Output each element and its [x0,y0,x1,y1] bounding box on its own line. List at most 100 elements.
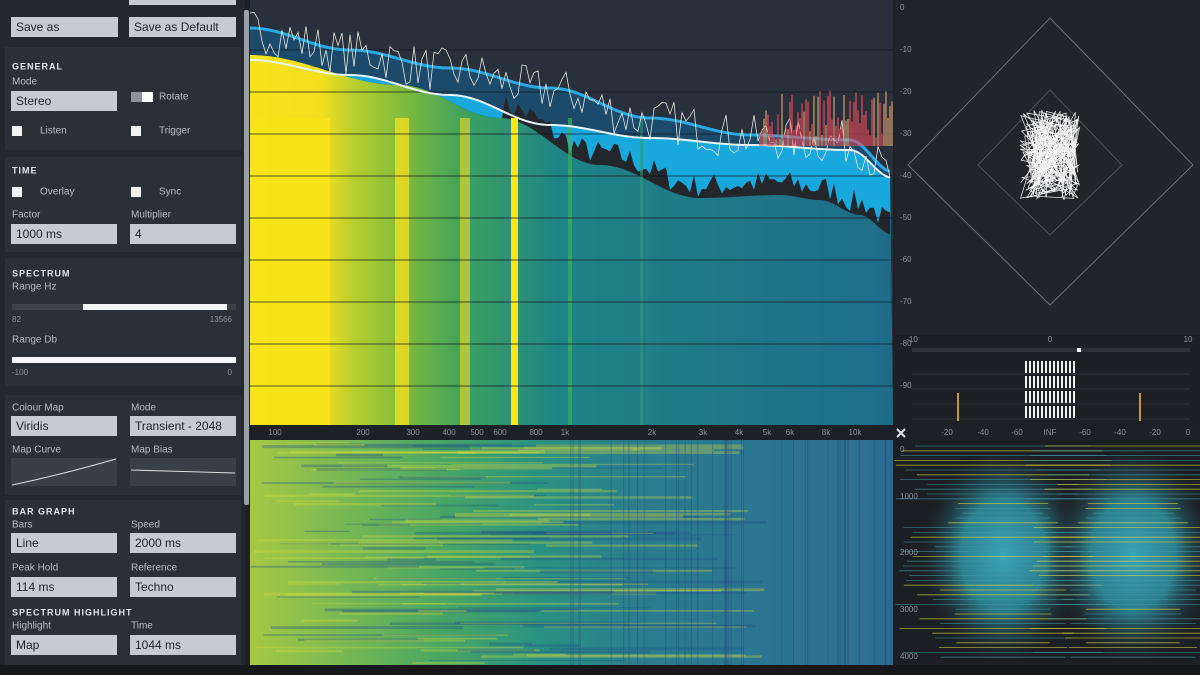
spectrogram-streak [536,488,602,491]
factor-field-field[interactable] [11,224,117,244]
meter-tick [1049,391,1051,403]
spectrogram-column [807,440,809,665]
spectrogram-streak [304,639,465,642]
footer [0,665,1200,675]
mode-select-field[interactable] [130,416,236,436]
spectrogram-streak [454,621,641,625]
meter-tick [1025,361,1027,373]
spectrogram-streak [387,558,436,561]
slider-max: 0 [228,368,233,377]
reference-select: Techno [135,580,174,594]
peak-hold-field-field[interactable] [11,577,117,597]
side-y-tick-label: 3000 [900,605,918,614]
listen-checkbox[interactable] [12,126,22,136]
meter-peak [1077,348,1081,352]
spectrogram-column [884,440,886,665]
freq-tick-label: 300 [406,428,420,437]
spectrogram [250,440,893,665]
colour-map-select: Viridis [16,419,48,433]
meter-tick [1037,406,1039,418]
freq-tick-label: 6k [786,428,795,437]
freq-tick-label: 2k [648,428,657,437]
spectrum-band [568,118,572,425]
spectrogram-streak [541,521,767,525]
button[interactable] [129,0,236,5]
meter-track [912,348,1190,352]
slider-fill[interactable] [83,304,227,310]
spectrogram-streak [344,523,482,525]
spectrogram-streak [545,532,654,534]
spectrogram-streak [365,556,531,558]
spectrogram-streak [392,521,564,524]
slider-fill[interactable] [12,357,236,363]
save-as-button-field[interactable] [11,17,118,37]
save-as-button: Save as [16,20,59,34]
meter-tick-label: 0 [1186,428,1191,437]
db-tick-label: -70 [900,297,912,306]
freq-tick-label: 800 [529,428,543,437]
spectrogram-streak [418,609,467,613]
expand-icon[interactable] [896,428,906,438]
label: Multiplier [131,210,172,221]
trigger-checkbox[interactable] [131,126,141,136]
label: Peak Hold [12,563,58,574]
spectrogram-streak [339,612,443,615]
meter-tick [1073,391,1075,403]
peak-line [249,59,891,179]
spectrogram-streak [403,602,619,605]
spectrogram-streak [472,589,722,592]
colour-map-select-field[interactable] [11,416,117,436]
highlight-select-field[interactable] [11,635,117,655]
spectrogram-streak [399,476,486,479]
meter-tick [1065,376,1067,388]
highlight-select: Map [16,638,40,652]
meter-tick [1045,361,1047,373]
time-field-field[interactable] [130,635,236,655]
spectrogram-streak [359,478,482,480]
spectrogram-streak [423,592,699,594]
spectrogram-streak [254,550,535,554]
spectrogram-streak [523,446,744,450]
spectrogram-streak [471,650,650,654]
spectrogram-streak [380,504,499,507]
bars-select: Line [16,536,39,550]
label: Map Curve [12,445,61,456]
spectrogram-streak [435,467,663,469]
spectrogram-streak [304,530,350,533]
spectrogram-streak [470,448,640,451]
side-y-tick-label: 4000 [900,652,918,661]
db-tick-label: -20 [900,87,912,96]
spectrogram-streak [351,590,615,594]
sync-checkbox[interactable] [131,187,141,197]
label: Speed [131,520,160,531]
spectrogram-streak [427,555,602,558]
spectrogram-streak [506,580,763,584]
meter-tick [1069,376,1071,388]
spectrogram-streak [440,568,515,570]
multiplier-field-field[interactable] [130,224,236,244]
spectrogram-streak [333,451,540,454]
spectrum-band [511,118,518,425]
reference-select-field[interactable] [130,577,236,597]
label: Range Hz [12,282,56,293]
meter-tick [1041,391,1043,403]
meter-tick [1065,406,1067,418]
scope-outline [907,17,1194,306]
overlay-checkbox[interactable] [12,187,22,197]
scrollbar[interactable] [244,10,249,505]
bars-select-field[interactable] [11,533,117,553]
mode-select-field[interactable] [11,91,117,111]
spectrogram-column [578,440,580,665]
spectrogram-column [837,440,839,665]
save-default-button-field[interactable] [129,17,236,37]
time-field: 1044 ms [135,638,181,652]
meter-tick [1061,376,1063,388]
meter-tick [1037,361,1039,373]
speed-field-field[interactable] [130,533,236,553]
spectrogram-column [712,440,714,665]
spectrogram-streak [540,570,653,574]
meter-tick [1073,361,1075,373]
spectrogram-streak [460,622,717,624]
meter-tick [1049,406,1051,418]
spectrogram-streak [373,578,626,580]
